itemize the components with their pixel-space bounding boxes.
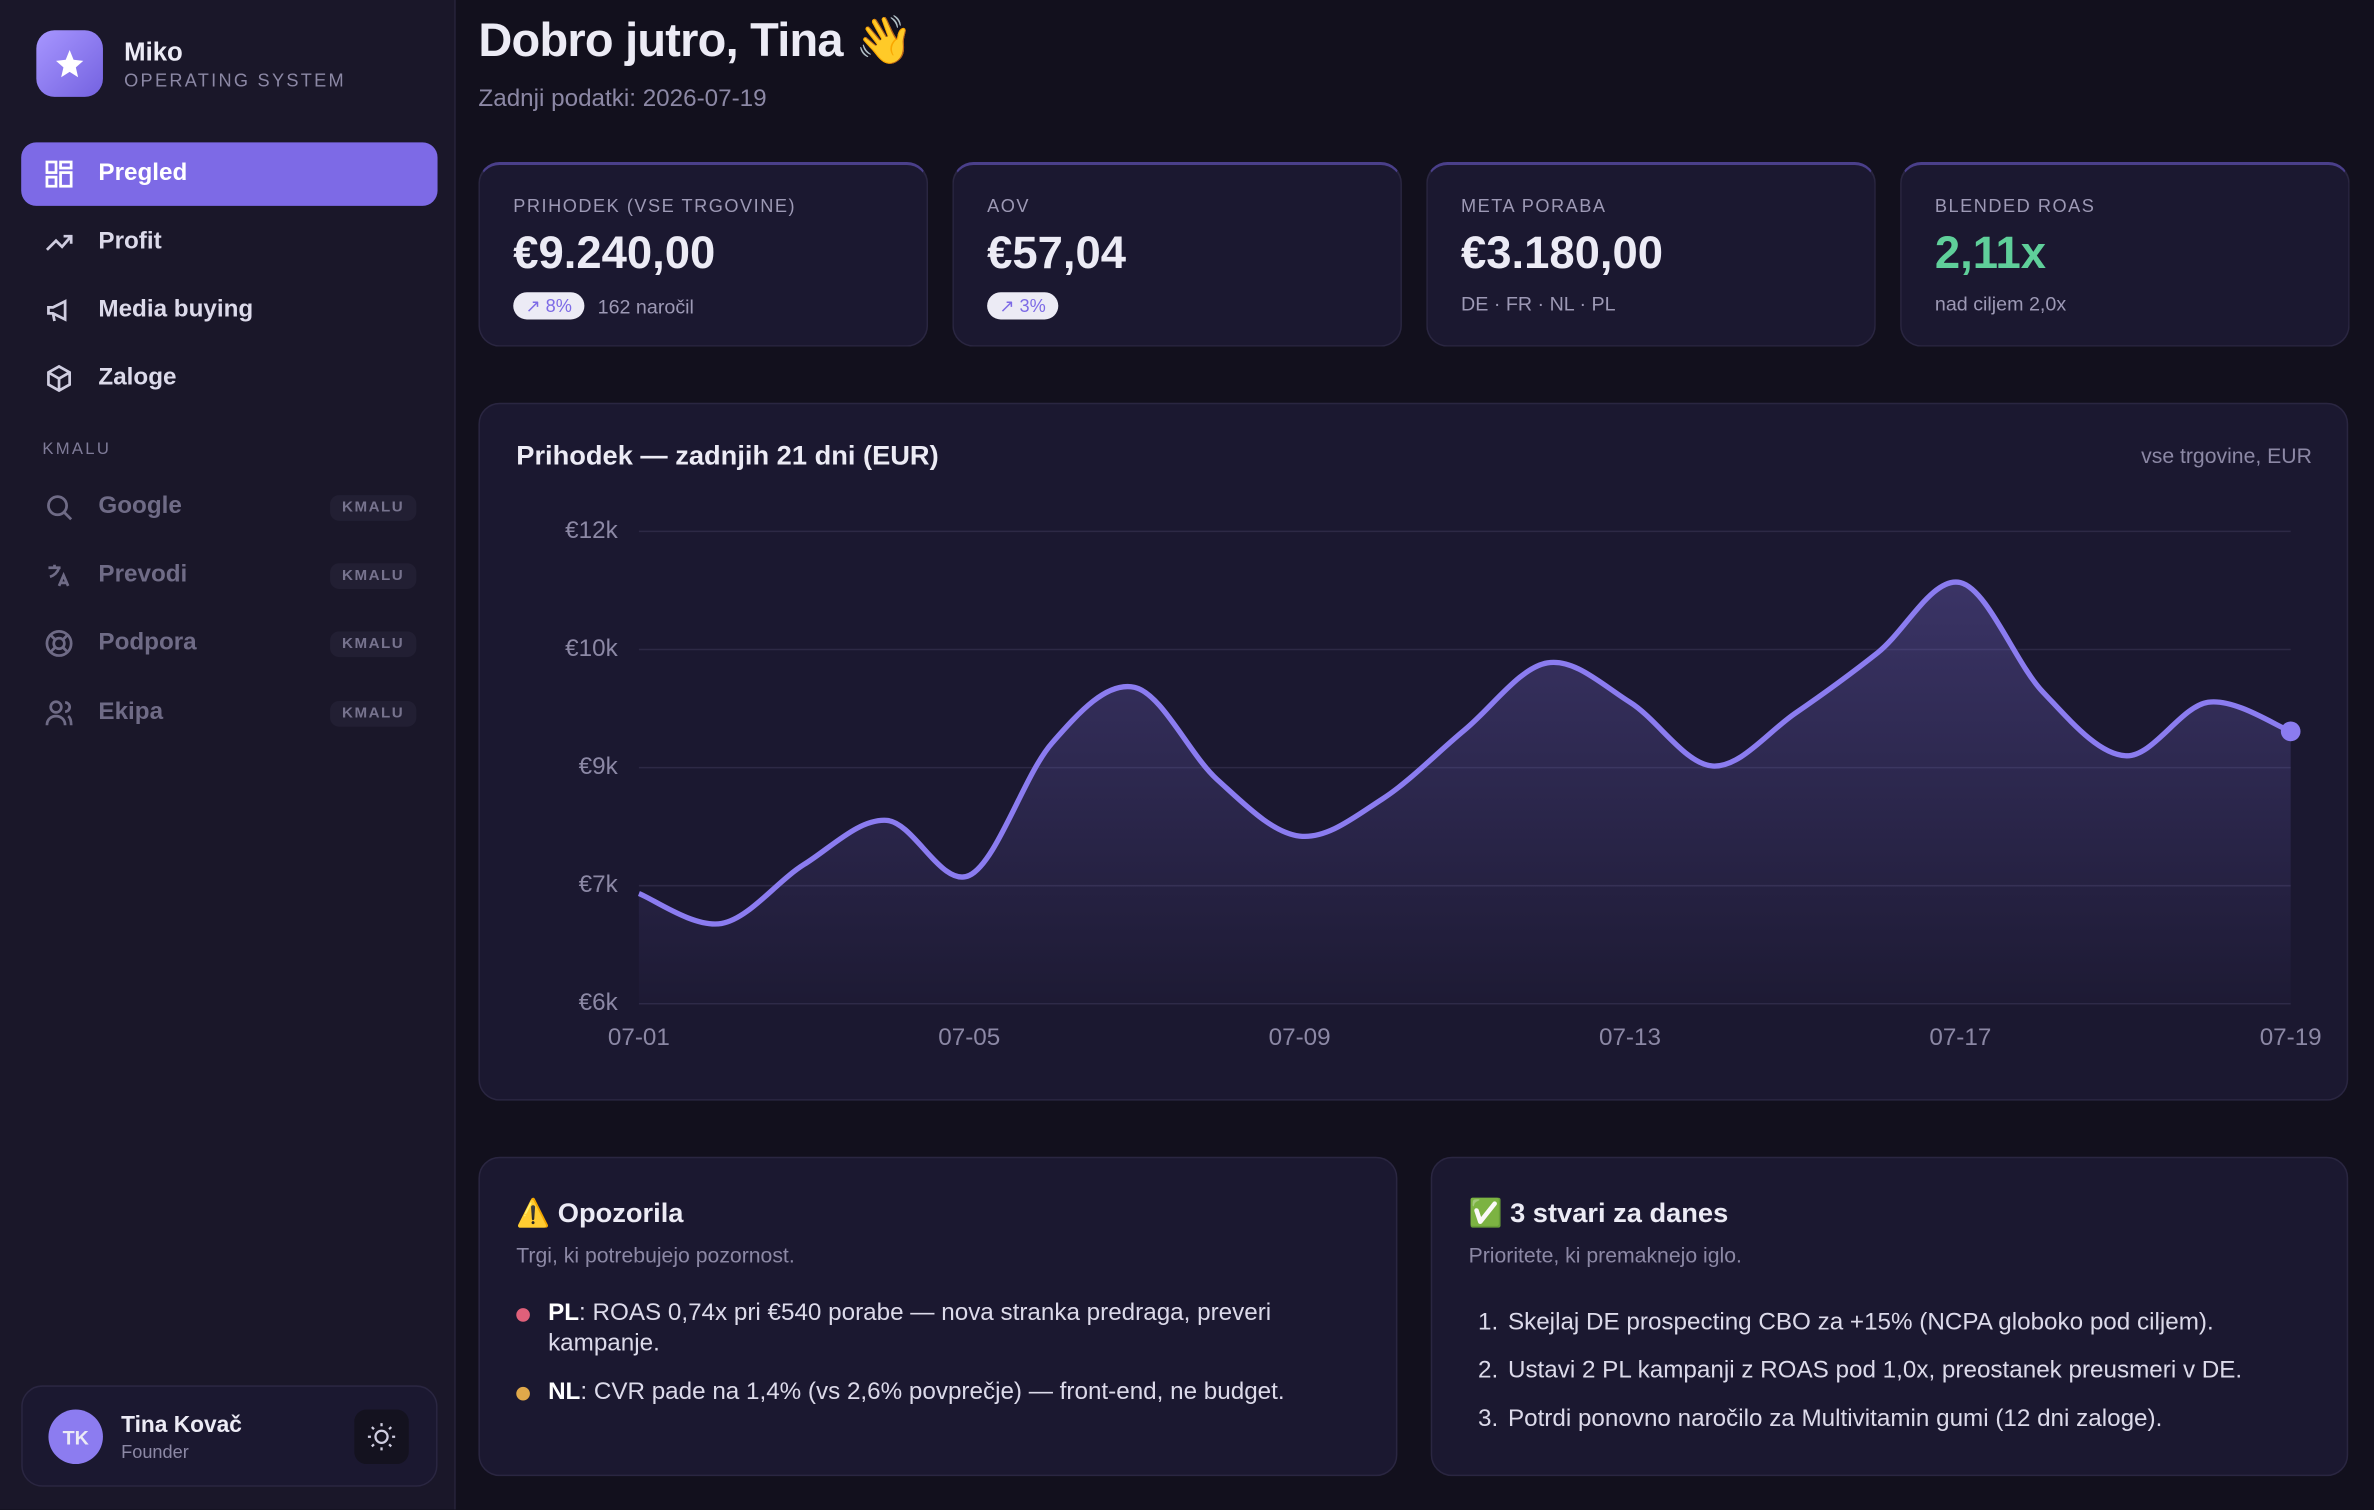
kpi-card: PRIHODEK (VSE TRGOVINE) €9.240,00 ↗ 8% 16…: [478, 161, 929, 347]
kpi-value: 2,11x: [1934, 228, 2047, 279]
x-tick-label: 07-01: [608, 1024, 670, 1051]
avatar: TK: [48, 1409, 103, 1465]
nav-label: Profit: [98, 228, 162, 255]
nav-item[interactable]: Pregled: [21, 142, 438, 206]
nav-label: Prevodi: [98, 561, 188, 588]
alert-code: NL: [548, 1379, 581, 1405]
x-tick-label: 07-05: [938, 1024, 1000, 1051]
greeting: Dobro jutro, Tina 👋: [478, 13, 913, 67]
nav-label: Podpora: [98, 629, 197, 656]
todos-card: ✅ 3 stvari za danes Prioritete, ki prema…: [1430, 1156, 2349, 1477]
end-point: [2280, 721, 2301, 742]
nav-item[interactable]: Google KMALU: [21, 475, 437, 539]
y-tick-label: €9k: [579, 753, 619, 780]
kpi-value: €57,04: [987, 228, 1127, 279]
chart-card: Prihodek — zadnjih 21 dni (EUR) vse trgo…: [478, 402, 2349, 1101]
sidebar: Miko OPERATING SYSTEM Pregled Profit Med…: [0, 0, 456, 1510]
kpi-label: BLENDED ROAS: [1934, 195, 2096, 217]
chart-note: vse trgovine, EUR: [2141, 445, 2312, 468]
brand: Miko: [124, 37, 183, 67]
todos-subtitle: Prioritete, ki premaknejo iglo.: [1468, 1242, 1742, 1268]
kpi-change-value: 3%: [1019, 295, 1046, 317]
x-tick-label: 07-17: [1929, 1024, 1991, 1051]
alert-item: NL: CVR pade na 1,4% (vs 2,6% povprečje)…: [516, 1378, 1349, 1408]
badge: KMALU: [329, 494, 417, 521]
x-tick-label: 07-09: [1269, 1024, 1331, 1051]
x-tick-label: 07-19: [2260, 1024, 2322, 1051]
nav-item[interactable]: Zaloge: [21, 347, 437, 411]
area: [638, 582, 2291, 1004]
nav-item[interactable]: Prevodi KMALU: [21, 544, 437, 608]
user-card: TK Tina Kovač Founder: [21, 1385, 438, 1487]
kpi-value: €9.240,00: [513, 228, 716, 279]
kpi-label: META PORABA: [1461, 195, 1607, 217]
nav-label: Ekipa: [98, 699, 164, 726]
last-data: Zadnji podatki: 2026-07-19: [478, 86, 767, 113]
alert-item: PL: ROAS 0,74x pri €540 porabe — nova st…: [516, 1299, 1349, 1360]
todo-item: Skejlaj DE prospecting CBO za +15% (NCPA…: [1505, 1307, 2338, 1340]
kpi-card: BLENDED ROAS 2,11x nad ciljem 2,0x: [1900, 161, 2350, 347]
kpi-note: DE · FR · NL · PL: [1461, 292, 1616, 315]
nav-label: Pregled: [98, 160, 188, 187]
brand-sub: OPERATING SYSTEM: [124, 69, 346, 91]
todos-title: ✅ 3 stvari za danes: [1468, 1197, 1729, 1228]
kpi-label: PRIHODEK (VSE TRGOVINE): [513, 195, 797, 217]
badge: KMALU: [329, 562, 417, 589]
y-tick-label: €12k: [565, 517, 618, 544]
user-name: Tina Kovač: [121, 1412, 242, 1439]
alerts-subtitle: Trgi, ki potrebujejo pozornost.: [516, 1242, 795, 1268]
nav-item[interactable]: Profit: [21, 210, 437, 274]
kpi-label: AOV: [987, 195, 1031, 217]
line: [637, 579, 2292, 927]
badge: KMALU: [329, 700, 417, 726]
logo: [36, 30, 103, 97]
y-tick-label: €10k: [565, 635, 618, 662]
nav-item[interactable]: Ekipa KMALU: [21, 681, 437, 745]
kpi-card: AOV €57,04 ↗ 3%: [952, 161, 1402, 347]
kpi-note: nad ciljem 2,0x: [1934, 292, 2067, 315]
alert-code: PL: [548, 1300, 580, 1327]
badge: KMALU: [329, 630, 417, 657]
kpi-change: ↗ 8%: [513, 292, 585, 320]
section-label: KMALU: [42, 440, 112, 459]
kpi-card: META PORABA €3.180,00 DE · FR · NL · PL: [1426, 161, 1876, 347]
alert-text: : ROAS 0,74x pri €540 porabe — nova stra…: [548, 1300, 1272, 1357]
alerts-card: ⚠️ Opozorila Trgi, ki potrebujejo pozorn…: [478, 1156, 1398, 1477]
nav-item[interactable]: Media buying: [21, 279, 437, 343]
kpi-value: €3.180,00: [1461, 228, 1664, 279]
kpi-change: ↗ 3%: [987, 292, 1058, 320]
kpi-note: 162 naročil: [597, 294, 694, 318]
user-role: Founder: [121, 1441, 189, 1463]
theme-toggle[interactable]: [354, 1409, 409, 1465]
alert-dot: [516, 1308, 530, 1322]
y-tick-label: €7k: [579, 871, 619, 898]
nav-label: Zaloge: [98, 364, 177, 391]
chart-title: Prihodek — zadnjih 21 dni (EUR): [516, 439, 938, 470]
alerts-title: ⚠️ Opozorila: [516, 1197, 684, 1228]
nav-label: Media buying: [98, 296, 254, 323]
chart: Prihodek — zadnjih 21 dni (EUR) vse trgo…: [516, 439, 2322, 1051]
todo-item: Potrdi ponovno naročilo za Multivitamin …: [1505, 1403, 2338, 1436]
kpi-change-value: 8%: [545, 295, 572, 317]
nav-item[interactable]: Podpora KMALU: [21, 612, 437, 676]
todo-item: Ustavi 2 PL kampanji z ROAS pod 1,0x, pr…: [1505, 1355, 2338, 1388]
x-tick-label: 07-13: [1599, 1024, 1661, 1051]
alert-text: : CVR pade na 1,4% (vs 2,6% povprečje) —…: [580, 1379, 1285, 1405]
nav-label: Google: [98, 493, 182, 520]
y-tick-label: €6k: [579, 989, 619, 1016]
alert-dot: [516, 1386, 530, 1401]
